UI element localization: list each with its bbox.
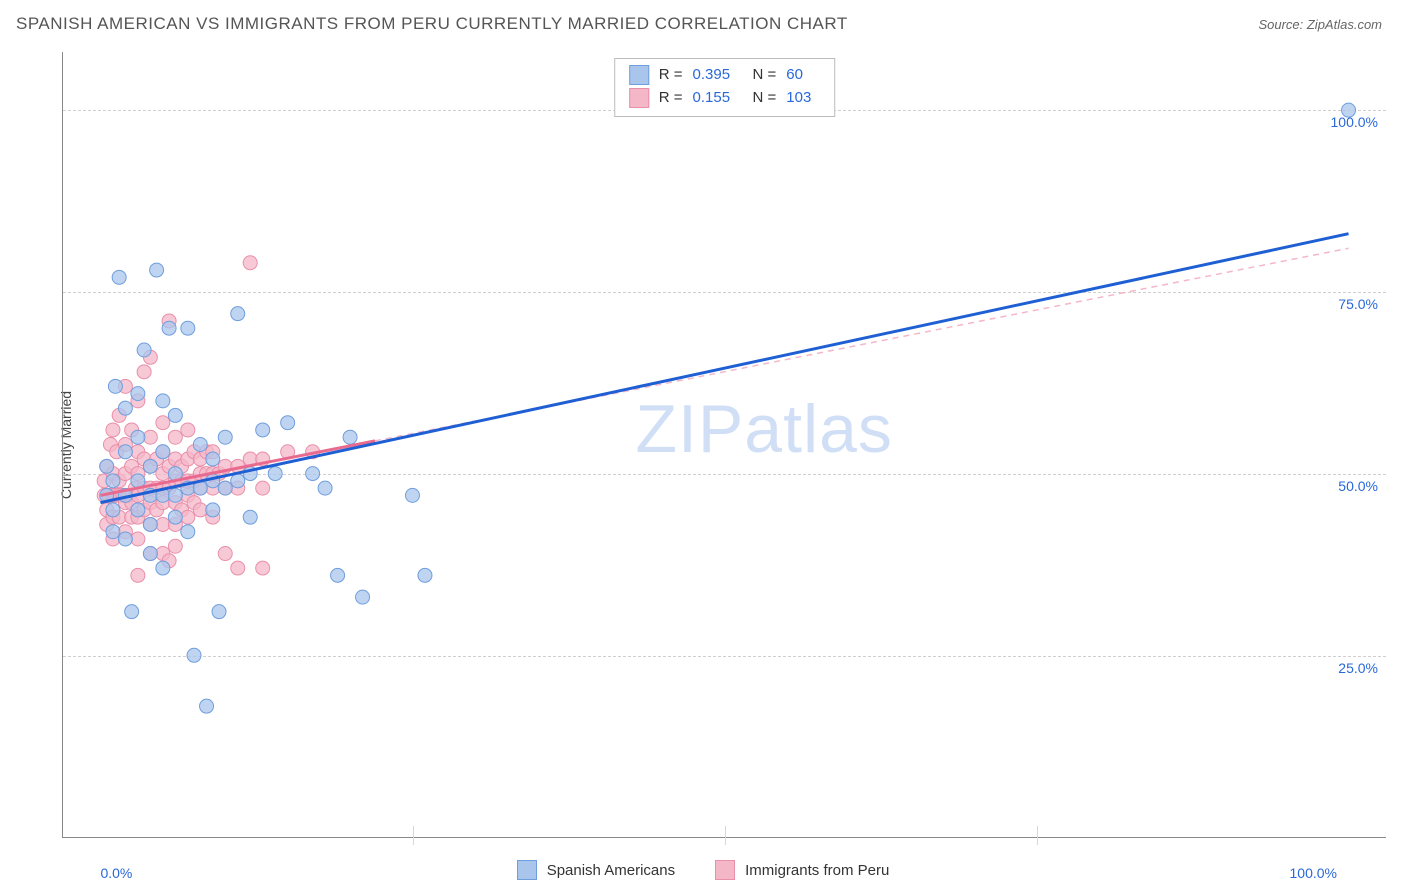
legend-swatch xyxy=(517,860,537,880)
data-point xyxy=(181,525,195,539)
data-point xyxy=(306,467,320,481)
data-point xyxy=(143,459,157,473)
data-point xyxy=(118,401,132,415)
bottom-legend: Spanish Americans Immigrants from Peru xyxy=(0,860,1406,880)
data-point xyxy=(206,452,220,466)
data-point xyxy=(168,408,182,422)
data-point xyxy=(106,423,120,437)
stats-label-n: N = xyxy=(753,86,777,109)
data-point xyxy=(181,423,195,437)
data-point xyxy=(231,307,245,321)
data-point xyxy=(168,510,182,524)
legend-label: Immigrants from Peru xyxy=(745,862,889,879)
data-point xyxy=(112,270,126,284)
data-point xyxy=(156,561,170,575)
stats-value-n: 103 xyxy=(786,86,820,109)
data-point xyxy=(125,605,139,619)
stats-value-n: 60 xyxy=(786,63,820,86)
data-point xyxy=(181,510,195,524)
legend-swatch xyxy=(629,65,649,85)
data-point xyxy=(100,459,114,473)
data-point xyxy=(256,423,270,437)
data-point xyxy=(405,488,419,502)
data-point xyxy=(243,256,257,270)
data-point xyxy=(156,517,170,531)
stats-row: R = 0.395 N = 60 xyxy=(629,63,821,86)
stats-value-r: 0.395 xyxy=(693,63,743,86)
data-point xyxy=(281,416,295,430)
data-point xyxy=(200,699,214,713)
data-point xyxy=(137,365,151,379)
data-point xyxy=(256,561,270,575)
data-point xyxy=(118,532,132,546)
data-point xyxy=(418,568,432,582)
data-point xyxy=(231,474,245,488)
data-point xyxy=(268,467,282,481)
data-point xyxy=(131,532,145,546)
data-point xyxy=(343,430,357,444)
data-point xyxy=(143,547,157,561)
data-point xyxy=(193,503,207,517)
data-point xyxy=(331,568,345,582)
data-point xyxy=(218,547,232,561)
legend-item: Immigrants from Peru xyxy=(715,860,889,880)
trend-line xyxy=(100,234,1348,503)
data-point xyxy=(106,503,120,517)
stats-value-r: 0.155 xyxy=(693,86,743,109)
data-point xyxy=(218,430,232,444)
legend-label: Spanish Americans xyxy=(547,862,675,879)
stats-label-r: R = xyxy=(659,86,683,109)
data-point xyxy=(168,539,182,553)
chart-area: Currently Married ZIPatlas 25.0%50.0%75.… xyxy=(50,52,1386,838)
data-point xyxy=(1342,103,1356,117)
data-point xyxy=(131,430,145,444)
data-point xyxy=(206,503,220,517)
data-point xyxy=(318,481,332,495)
data-point xyxy=(150,263,164,277)
stats-box: R = 0.395 N = 60 R = 0.155 N = 103 xyxy=(614,58,836,117)
plot-region: ZIPatlas 25.0%50.0%75.0%100.0%0.0%100.0%… xyxy=(62,52,1386,838)
data-point xyxy=(108,379,122,393)
chart-source: Source: ZipAtlas.com xyxy=(1258,17,1382,32)
data-point xyxy=(256,481,270,495)
stats-label-r: R = xyxy=(659,63,683,86)
data-point xyxy=(156,416,170,430)
data-point xyxy=(131,387,145,401)
plot-svg xyxy=(63,52,1386,837)
data-point xyxy=(193,438,207,452)
data-point xyxy=(168,430,182,444)
data-point xyxy=(156,394,170,408)
data-point xyxy=(131,568,145,582)
data-point xyxy=(156,445,170,459)
data-point xyxy=(143,517,157,531)
stats-row: R = 0.155 N = 103 xyxy=(629,86,821,109)
data-point xyxy=(131,503,145,517)
data-point xyxy=(168,488,182,502)
data-point xyxy=(162,321,176,335)
data-point xyxy=(118,445,132,459)
data-point xyxy=(231,561,245,575)
data-point xyxy=(218,481,232,495)
stats-label-n: N = xyxy=(753,63,777,86)
legend-swatch xyxy=(715,860,735,880)
chart-title: SPANISH AMERICAN VS IMMIGRANTS FROM PERU… xyxy=(16,14,848,34)
legend-item: Spanish Americans xyxy=(517,860,675,880)
legend-swatch xyxy=(629,88,649,108)
data-point xyxy=(106,525,120,539)
data-point xyxy=(106,474,120,488)
data-point xyxy=(243,510,257,524)
data-point xyxy=(356,590,370,604)
chart-header: SPANISH AMERICAN VS IMMIGRANTS FROM PERU… xyxy=(0,0,1406,42)
data-point xyxy=(187,648,201,662)
data-point xyxy=(212,605,226,619)
data-point xyxy=(181,321,195,335)
data-point xyxy=(143,430,157,444)
data-point xyxy=(137,343,151,357)
